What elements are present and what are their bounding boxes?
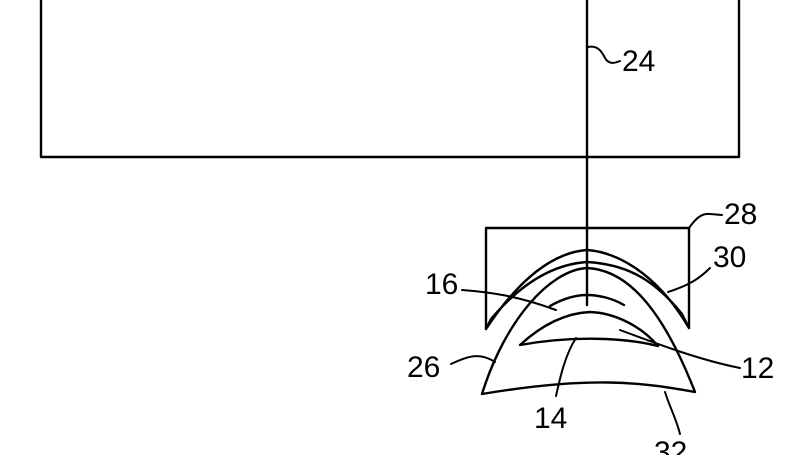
leader-28 [689,214,722,228]
ref-label-16: 16 [425,268,458,301]
leader-14 [556,338,576,396]
ref-label-14: 14 [534,402,567,435]
ref-label-32: 32 [654,436,687,455]
upper-housing-box [41,0,739,157]
ref-label-30: 30 [713,241,746,274]
ref-label-24: 24 [622,45,655,78]
leader-32 [665,392,680,434]
leader-24 [588,47,620,63]
inner-meniscus-lens [520,312,658,346]
large-lens-body [482,268,695,394]
leader-26 [451,356,495,364]
ref-label-28: 28 [724,198,757,231]
leader-12 [620,330,740,368]
ref-label-12: 12 [741,352,774,385]
ref-label-26: 26 [407,351,440,384]
